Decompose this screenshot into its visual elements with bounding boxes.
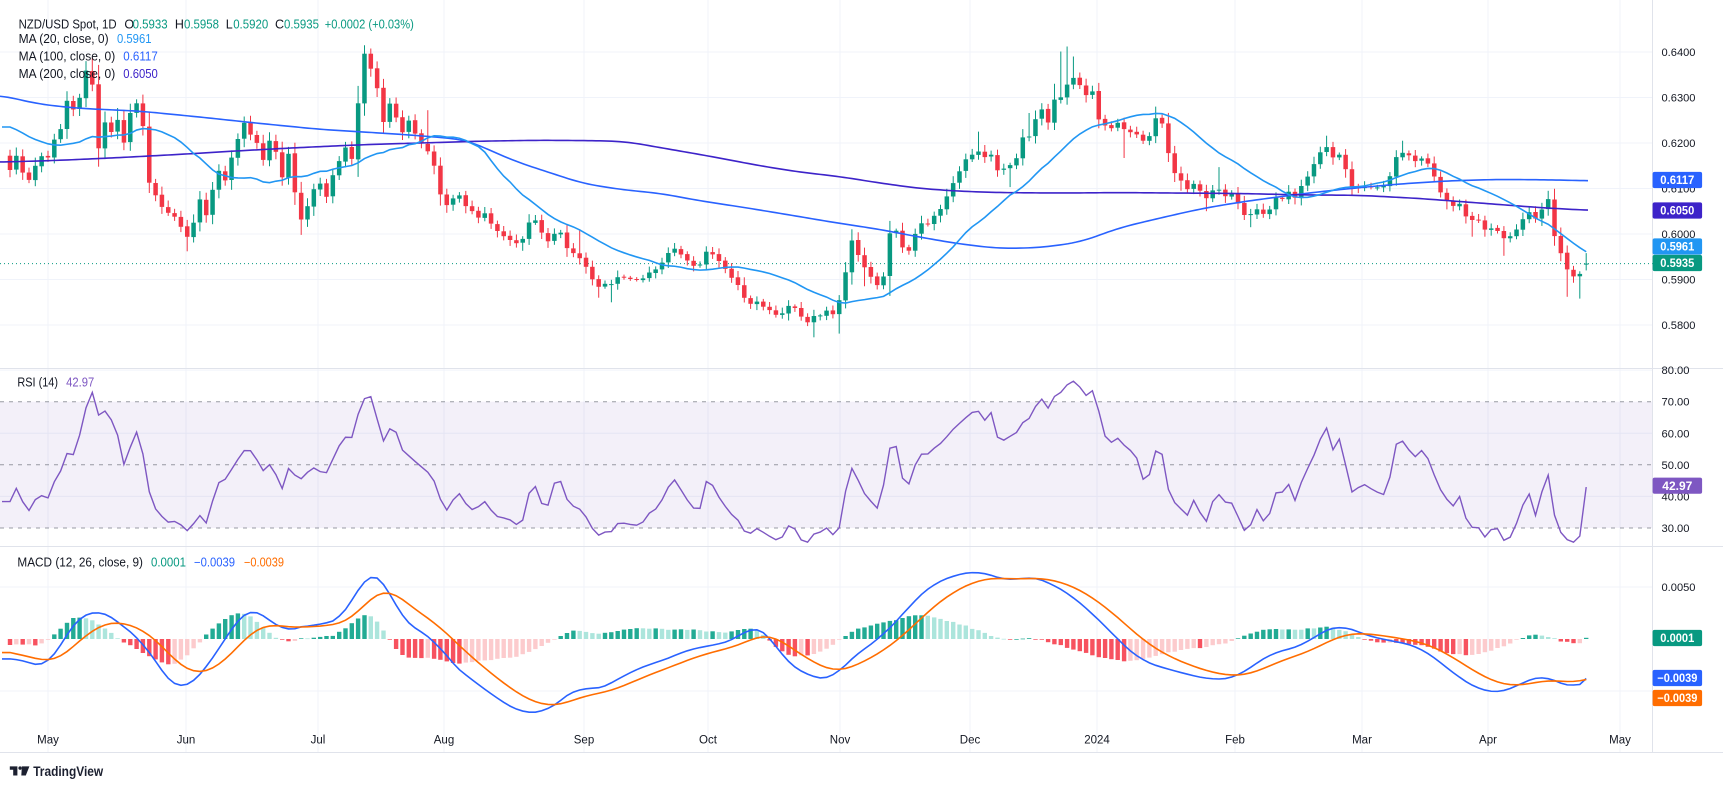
- svg-text:−0.0039: −0.0039: [194, 556, 235, 570]
- svg-text:0.6300: 0.6300: [1662, 93, 1696, 105]
- svg-text:0.6117: 0.6117: [1660, 175, 1694, 187]
- svg-text:40.00: 40.00: [1662, 491, 1690, 503]
- svg-text:0.6050: 0.6050: [1660, 206, 1694, 218]
- svg-text:C: C: [275, 18, 284, 32]
- svg-text:0.5920: 0.5920: [233, 18, 268, 32]
- svg-text:0.6200: 0.6200: [1662, 138, 1696, 150]
- svg-text:Aug: Aug: [434, 735, 454, 747]
- svg-text:0.5933: 0.5933: [133, 18, 168, 32]
- svg-text:0.6050: 0.6050: [123, 67, 158, 81]
- svg-text:Feb: Feb: [1225, 735, 1245, 747]
- svg-text:0.6400: 0.6400: [1662, 47, 1696, 59]
- svg-text:RSI (14): RSI (14): [17, 376, 58, 390]
- svg-text:80.00: 80.00: [1662, 365, 1690, 377]
- svg-text:60.00: 60.00: [1662, 428, 1690, 440]
- svg-text:30.00: 30.00: [1662, 523, 1690, 535]
- svg-text:TradingView: TradingView: [33, 764, 103, 779]
- svg-text:Oct: Oct: [699, 735, 718, 747]
- svg-text:−0.0039: −0.0039: [1657, 673, 1697, 685]
- svg-text:2024: 2024: [1084, 735, 1110, 747]
- svg-text:0.5958: 0.5958: [184, 18, 219, 32]
- svg-text:H: H: [175, 18, 184, 32]
- svg-text:70.00: 70.00: [1662, 397, 1690, 409]
- svg-text:Apr: Apr: [1479, 735, 1497, 747]
- svg-text:0.0050: 0.0050: [1662, 582, 1696, 594]
- svg-text:+0.0002 (+0.03%): +0.0002 (+0.03%): [325, 18, 414, 32]
- svg-text:0.0001: 0.0001: [151, 556, 186, 570]
- svg-text:Sep: Sep: [574, 735, 594, 747]
- svg-text:0.5935: 0.5935: [284, 18, 319, 32]
- svg-text:0.5935: 0.5935: [1660, 258, 1695, 270]
- svg-text:MACD (12, 26, close, 9): MACD (12, 26, close, 9): [17, 556, 143, 570]
- svg-text:Dec: Dec: [960, 735, 981, 747]
- svg-text:0.5900: 0.5900: [1662, 275, 1696, 287]
- svg-text:O: O: [124, 18, 134, 32]
- svg-text:0.6000: 0.6000: [1662, 229, 1696, 241]
- svg-text:0.6117: 0.6117: [123, 50, 158, 64]
- svg-text:0.5961: 0.5961: [1660, 242, 1695, 254]
- svg-text:May: May: [37, 735, 59, 747]
- svg-text:MA (20, close, 0): MA (20, close, 0): [19, 32, 109, 46]
- svg-text:Jun: Jun: [177, 735, 196, 747]
- svg-text:Mar: Mar: [1352, 735, 1372, 747]
- svg-text:May: May: [1609, 735, 1631, 747]
- svg-text:NZD/USD Spot, 1D: NZD/USD Spot, 1D: [19, 18, 117, 32]
- svg-text:42.97: 42.97: [1662, 481, 1692, 493]
- svg-text:50.00: 50.00: [1662, 460, 1690, 472]
- svg-text:Nov: Nov: [830, 735, 851, 747]
- svg-text:−0.0039: −0.0039: [244, 556, 284, 570]
- svg-text:0.0001: 0.0001: [1660, 633, 1695, 645]
- svg-text:0.5961: 0.5961: [117, 32, 152, 46]
- svg-text:MA (100, close, 0): MA (100, close, 0): [19, 50, 116, 64]
- svg-text:42.97: 42.97: [66, 376, 94, 390]
- svg-text:0.5800: 0.5800: [1662, 320, 1696, 332]
- svg-text:Jul: Jul: [311, 735, 326, 747]
- svg-text:MA (200, close, 0): MA (200, close, 0): [19, 67, 116, 81]
- svg-text:−0.0039: −0.0039: [1657, 693, 1697, 705]
- svg-text:L: L: [226, 18, 233, 32]
